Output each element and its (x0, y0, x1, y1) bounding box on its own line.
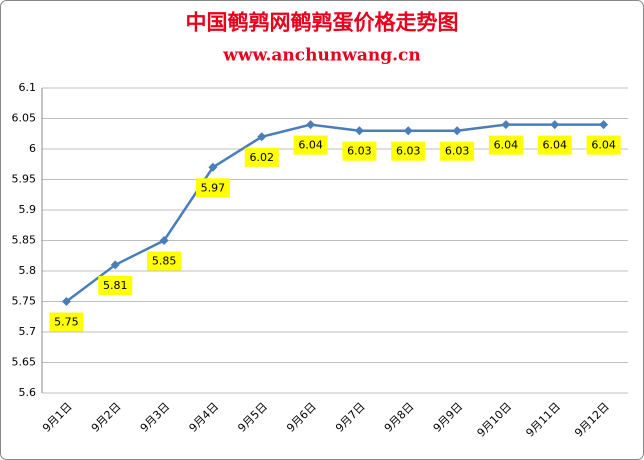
marker (501, 120, 511, 130)
y-tick-label: 6.05 (12, 112, 37, 125)
value-label: 6.04 (494, 139, 519, 152)
value-label-box (391, 141, 426, 161)
marker (208, 162, 218, 172)
marker (257, 132, 267, 142)
value-label-box (537, 135, 572, 155)
value-label-box (488, 135, 523, 155)
y-tick-label: 5.85 (12, 234, 37, 247)
value-label: 6.04 (543, 139, 568, 152)
marker (61, 297, 71, 306)
value-label-box (49, 312, 84, 332)
value-label: 5.75 (54, 316, 79, 329)
y-tick-label: 5.95 (12, 173, 37, 186)
marker (354, 126, 364, 136)
line-series (65, 123, 604, 303)
value-label: 6.03 (445, 145, 470, 158)
y-tick-label: 6.1 (19, 81, 37, 94)
value-label-box (244, 147, 279, 167)
value-label-box (147, 251, 182, 271)
marker (306, 120, 316, 130)
value-label-box (98, 275, 133, 295)
value-label-box (440, 141, 475, 161)
y-tick-label: 5.7 (19, 325, 37, 338)
marker (403, 126, 413, 136)
value-label: 6.02 (250, 151, 275, 164)
marker (452, 126, 462, 136)
chart-title: 中国鹌鹑网鹌鹑蛋价格走势图 (186, 10, 459, 35)
value-label: 5.81 (103, 279, 128, 292)
marker (159, 236, 169, 245)
value-label-box (586, 135, 621, 155)
value-label: 6.04 (591, 139, 616, 152)
chart-subtitle: www.anchunwang.cn (222, 46, 420, 66)
value-label: 6.04 (298, 139, 323, 152)
value-label: 5.97 (201, 181, 226, 194)
y-tick-label: 5.75 (12, 295, 37, 308)
y-tick-label: 5.6 (19, 386, 37, 399)
y-tick-label: 5.9 (19, 203, 37, 216)
value-label-box (293, 135, 328, 155)
marker (550, 120, 560, 130)
value-label: 6.03 (396, 145, 421, 158)
y-tick-label: 5.65 (12, 356, 37, 369)
value-label-box (342, 141, 377, 161)
value-label: 6.03 (347, 145, 372, 158)
marker (599, 120, 609, 130)
y-tick-label: 6 (29, 142, 36, 155)
marker (110, 260, 120, 270)
y-tick-label: 5.8 (19, 264, 37, 277)
value-label: 5.85 (152, 255, 177, 268)
value-label-box (195, 178, 230, 198)
